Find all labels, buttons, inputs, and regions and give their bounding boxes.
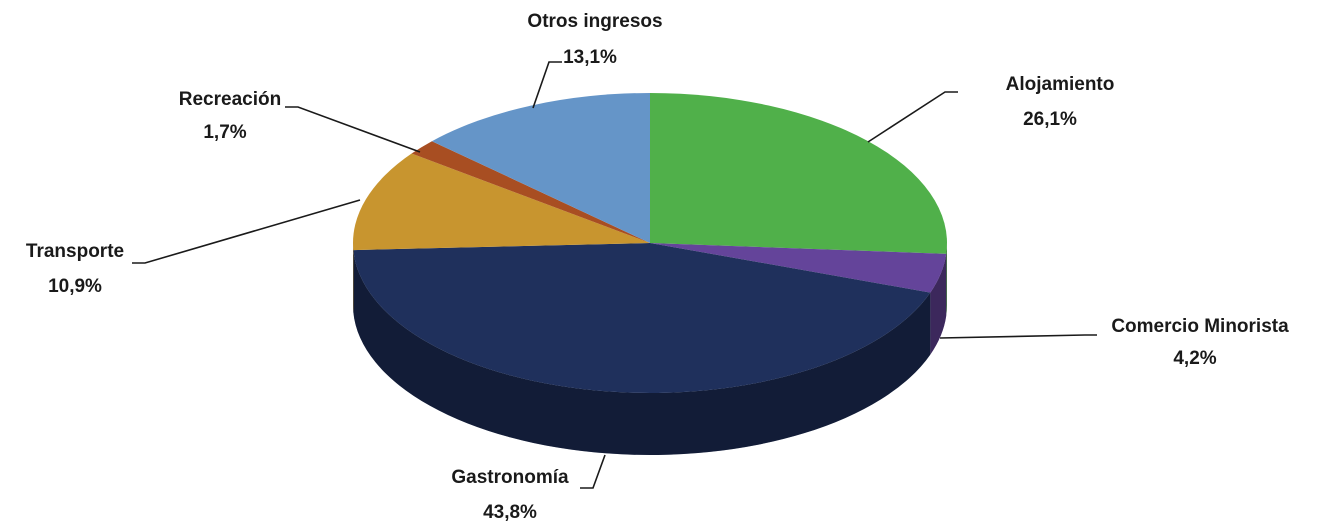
value-label: 4,2% (1173, 348, 1216, 369)
slice-top (353, 153, 650, 251)
slice (650, 93, 948, 316)
leader-line (867, 91, 958, 143)
value-label: 26,1% (1023, 109, 1077, 130)
value-label: 13,1% (563, 47, 617, 68)
slice-side-shade (946, 243, 947, 316)
leader-line (580, 454, 606, 489)
leader-line (532, 61, 562, 109)
value-label: 10,9% (48, 276, 102, 297)
slice-top (650, 93, 948, 254)
slice-side (353, 250, 931, 455)
leader-line (939, 334, 1097, 339)
leader-line (285, 106, 421, 153)
slice-side-shade (353, 250, 931, 455)
slice (353, 153, 650, 313)
slice (431, 93, 650, 243)
slice-label: Alojamiento (1006, 74, 1115, 95)
slice (353, 243, 931, 455)
slice-label: Comercio Minorista (1111, 316, 1289, 337)
value-label: 43,8% (483, 502, 537, 523)
slice-label: Recreación (179, 89, 281, 110)
slice-top (650, 243, 947, 293)
slice-top (411, 141, 650, 243)
slice (650, 243, 947, 355)
slice-side (930, 253, 947, 355)
slice-label: Otros ingresos (527, 11, 662, 32)
slice-top (431, 93, 650, 243)
slice-label: Transporte (26, 241, 124, 262)
slice-label: Gastronomía (451, 467, 569, 488)
slice (411, 141, 650, 243)
leader-line (132, 199, 361, 264)
slice-side-shade (930, 253, 947, 355)
value-label: 1,7% (203, 122, 246, 143)
slice-side (946, 243, 947, 316)
slice-top (353, 243, 931, 394)
